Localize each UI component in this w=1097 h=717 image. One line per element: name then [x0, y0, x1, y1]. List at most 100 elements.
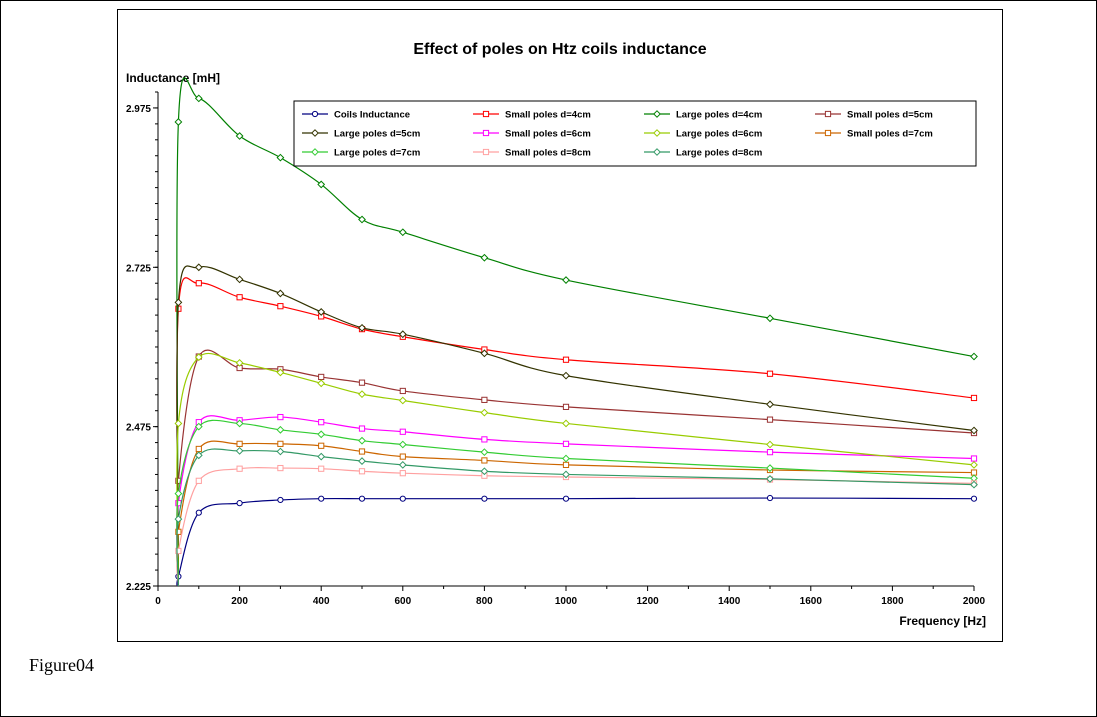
- data-point: [358, 457, 366, 465]
- series-line: [176, 448, 975, 587]
- series-line: [176, 466, 975, 587]
- legend-item: Small poles d=6cm: [473, 129, 591, 140]
- y-tick-label: 2.475: [126, 423, 151, 434]
- legend-swatch-marker: [311, 148, 319, 156]
- data-point: [175, 547, 182, 555]
- series-line: [176, 265, 975, 587]
- data-point: [562, 470, 570, 479]
- legend-item: Small poles d=4cm: [473, 110, 591, 121]
- legend-swatch-marker: [311, 110, 319, 118]
- series-10: [175, 464, 978, 587]
- data-point: [195, 509, 202, 516]
- data-point: [480, 408, 489, 417]
- x-tick-label: 1800: [881, 596, 904, 607]
- data-point: [317, 430, 326, 439]
- data-point: [318, 465, 325, 472]
- legend-item: Large poles d=6cm: [644, 129, 762, 140]
- legend-item: Coils Inductance: [302, 110, 410, 121]
- data-point: [399, 453, 406, 460]
- legend-label: Large poles d=5cm: [334, 129, 420, 140]
- data-point: [194, 353, 203, 362]
- data-point: [970, 455, 978, 462]
- data-point: [276, 368, 285, 377]
- data-point: [317, 379, 326, 388]
- data-point: [277, 496, 284, 504]
- data-point: [970, 495, 978, 502]
- data-point: [318, 442, 325, 449]
- x-tick-label: 0: [155, 596, 161, 607]
- data-point: [194, 422, 203, 431]
- legend-swatch-marker: [824, 129, 832, 137]
- data-point: [766, 314, 774, 323]
- data-point: [399, 428, 406, 435]
- data-point: [174, 419, 183, 428]
- data-point: [481, 495, 488, 502]
- data-point: [399, 470, 406, 477]
- data-point: [358, 379, 366, 386]
- data-point: [480, 253, 489, 262]
- series-7: [174, 352, 978, 587]
- data-point: [358, 448, 366, 455]
- legend-label: Small poles d=5cm: [847, 110, 933, 121]
- data-point: [562, 403, 570, 410]
- data-point: [562, 356, 570, 363]
- series-6: [175, 413, 978, 587]
- data-point: [174, 298, 183, 307]
- legend-item: Small poles d=5cm: [815, 110, 933, 121]
- data-point: [766, 400, 774, 409]
- legend-swatch-marker: [653, 110, 661, 118]
- legend-label: Small poles d=6cm: [505, 129, 591, 140]
- x-tick-label: 800: [476, 596, 493, 607]
- chart-title: Effect of poles on Htz coils inductance: [413, 41, 706, 58]
- series-9: [174, 419, 978, 587]
- data-point: [358, 425, 366, 432]
- data-point: [174, 118, 183, 126]
- data-point: [236, 465, 243, 472]
- data-point: [480, 349, 489, 358]
- data-point: [481, 396, 488, 403]
- data-point: [562, 419, 570, 428]
- x-tick-label: 200: [231, 596, 248, 607]
- series-line: [176, 419, 975, 587]
- data-point: [194, 263, 203, 272]
- data-point: [481, 436, 488, 443]
- data-point: [194, 451, 203, 460]
- data-point: [358, 323, 366, 332]
- data-point: [398, 440, 407, 449]
- data-point: [195, 445, 202, 453]
- legend-label: Large poles d=8cm: [676, 148, 762, 159]
- data-point: [358, 468, 366, 475]
- series-line: [176, 415, 975, 587]
- data-point: [317, 180, 326, 189]
- legend: Coils Inductance Small poles d=4cm Large p…: [293, 100, 977, 167]
- data-point: [766, 416, 774, 423]
- data-point: [195, 477, 202, 484]
- data-point: [276, 447, 285, 456]
- data-point: [398, 460, 407, 469]
- data-point: [236, 500, 243, 507]
- legend-item: Small poles d=7cm: [815, 129, 933, 140]
- legend-swatch-marker: [482, 110, 490, 118]
- data-point: [970, 480, 978, 489]
- legend-label: Large poles d=4cm: [676, 110, 762, 121]
- legend-label: Coils Inductance: [334, 110, 410, 121]
- legend-box: [293, 100, 977, 167]
- data-point: [174, 489, 183, 498]
- chart: Effect of poles on Htz coils inductance …: [126, 41, 986, 628]
- legend-label: Small poles d=7cm: [847, 129, 933, 140]
- figure-caption: Figure04: [29, 655, 94, 675]
- legend-swatch-marker: [653, 148, 661, 156]
- data-point: [235, 275, 244, 284]
- x-tick-label: 400: [313, 596, 330, 607]
- legend-item: Large poles d=7cm: [302, 148, 420, 159]
- data-point: [277, 303, 284, 310]
- data-point: [481, 457, 488, 464]
- series-5: [174, 263, 978, 587]
- data-point: [766, 370, 774, 377]
- data-point: [318, 419, 325, 426]
- data-point: [766, 475, 774, 483]
- data-point: [970, 460, 978, 469]
- data-point: [276, 153, 285, 162]
- data-point: [194, 94, 203, 103]
